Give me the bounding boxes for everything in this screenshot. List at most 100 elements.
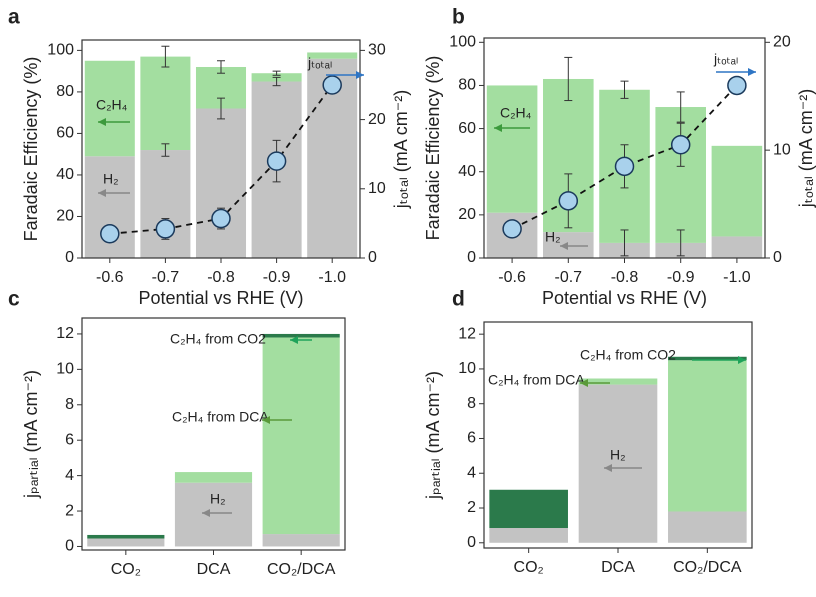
y-tick-label: 8	[65, 396, 74, 413]
arrow-head	[494, 124, 502, 132]
bar-segment	[140, 56, 191, 151]
y-axis-title: jₚₐᵣₜᵢₐₗ (mA cm⁻²)	[423, 371, 443, 500]
x-tick-label: CO₂/DCA	[673, 559, 742, 576]
x-tick-label: CO₂	[111, 561, 141, 578]
y-tick-label: 4	[65, 467, 74, 484]
series-annotation: C₂H₄ from DCA	[488, 372, 585, 388]
x-tick-label: -0.8	[611, 269, 639, 286]
bar-segment	[262, 534, 340, 547]
y-tick-label: 80	[56, 83, 74, 100]
y-tick-label: 100	[47, 42, 74, 59]
y-tick-label: 60	[56, 125, 74, 142]
y2-axis-title: jₜₒₜₐₗ (mA cm⁻²)	[796, 89, 816, 209]
y-tick-label: 6	[65, 431, 74, 448]
bar-segment	[668, 360, 747, 512]
bar-segment	[84, 60, 135, 157]
bar-segment	[140, 150, 191, 258]
bar-segment	[307, 52, 358, 59]
y-tick-label: 20	[56, 208, 74, 225]
bar-segment	[711, 236, 763, 258]
bar-segment	[195, 108, 247, 258]
x-tick-label: -0.6	[96, 269, 124, 286]
point	[100, 224, 120, 244]
y-tick-label: 12	[458, 325, 476, 342]
series-annotation: C₂H₄ from CO2	[580, 347, 676, 363]
bar-segment	[668, 511, 747, 543]
arrow-head	[202, 509, 210, 517]
x-tick-label: -1.0	[723, 269, 751, 286]
y2-tick-label: 20	[368, 111, 386, 128]
x-tick-label: CO₂/DCA	[267, 561, 336, 578]
bar-segment	[668, 356, 747, 361]
y-tick-label: 8	[467, 395, 476, 412]
y-axis-title: Faradaic Efficiency (%)	[21, 57, 41, 242]
series-annotation: jₜₒₜₐₗ	[307, 55, 332, 71]
x-axis-title: Potential vs RHE (V)	[542, 288, 707, 308]
point	[211, 208, 231, 229]
bar-segment	[486, 85, 538, 213]
series-annotation: C₂H₄	[96, 97, 128, 113]
series-annotation: jₜₒₜₐₗ	[713, 51, 738, 67]
arrow-head	[356, 71, 364, 79]
bar-segment	[262, 337, 340, 535]
point	[727, 75, 747, 96]
y-tick-label: 12	[56, 325, 74, 342]
y2-tick-label: 0	[773, 249, 782, 266]
series-annotation: C₂H₄ from CO2	[170, 331, 266, 347]
y-tick-label: 2	[467, 499, 476, 516]
y-tick-label: 6	[467, 430, 476, 447]
series-annotation: C₂H₄ from DCA	[172, 409, 269, 425]
arrow-head	[738, 356, 746, 364]
bar-segment	[87, 534, 165, 539]
x-tick-label: -0.7	[152, 269, 180, 286]
x-tick-label: -0.9	[263, 269, 291, 286]
x-tick-label: -0.9	[667, 269, 695, 286]
y-tick-label: 0	[65, 249, 74, 266]
arrow-head	[98, 189, 106, 197]
point	[155, 219, 176, 239]
y-tick-label: 20	[458, 206, 476, 223]
panel-letter: c	[8, 288, 20, 311]
y-axis-title: jₚₐᵣₜᵢₐₗ (mA cm⁻²)	[21, 370, 41, 499]
point	[670, 135, 691, 155]
y-tick-label: 100	[449, 34, 476, 51]
panel-letter: a	[8, 6, 20, 29]
arrow-head	[290, 336, 298, 344]
series-annotation: H₂	[103, 171, 119, 187]
x-tick-label: DCA	[197, 561, 231, 578]
series-annotation: H₂	[210, 491, 226, 507]
bar-segment	[489, 528, 568, 543]
arrow-head	[748, 68, 756, 76]
x-tick-label: CO₂	[514, 559, 544, 576]
arrow-head	[98, 118, 106, 126]
bar-segment	[87, 538, 165, 547]
y-tick-label: 0	[65, 538, 74, 555]
y2-tick-label: 0	[368, 249, 377, 266]
y2-axis-title: jₜₒₜₐₗ (mA cm⁻²)	[391, 90, 411, 210]
bar-segment	[578, 384, 658, 543]
arrow-head	[560, 242, 568, 250]
y2-tick-label: 10	[368, 180, 386, 197]
series-annotation: C₂H₄	[500, 105, 532, 121]
bar-segment	[711, 145, 763, 237]
x-tick-label: DCA	[601, 559, 635, 576]
x-tick-label: -0.6	[498, 269, 526, 286]
y-tick-label: 2	[65, 502, 74, 519]
bar-segment	[174, 482, 253, 547]
point	[558, 191, 579, 211]
y-tick-label: 40	[56, 166, 74, 183]
arrow-head	[604, 464, 612, 472]
x-tick-label: -1.0	[318, 269, 346, 286]
bar-segment	[543, 232, 594, 258]
panel-letter: d	[452, 288, 465, 311]
point	[322, 75, 342, 95]
x-tick-label: -0.8	[207, 269, 235, 286]
x-axis-title: Potential vs RHE (V)	[138, 288, 303, 308]
y-tick-label: 60	[458, 120, 476, 137]
y-tick-label: 0	[467, 534, 476, 551]
y-tick-label: 40	[458, 163, 476, 180]
y-tick-label: 10	[458, 360, 476, 377]
bar-segment	[174, 472, 253, 483]
point	[614, 156, 635, 177]
